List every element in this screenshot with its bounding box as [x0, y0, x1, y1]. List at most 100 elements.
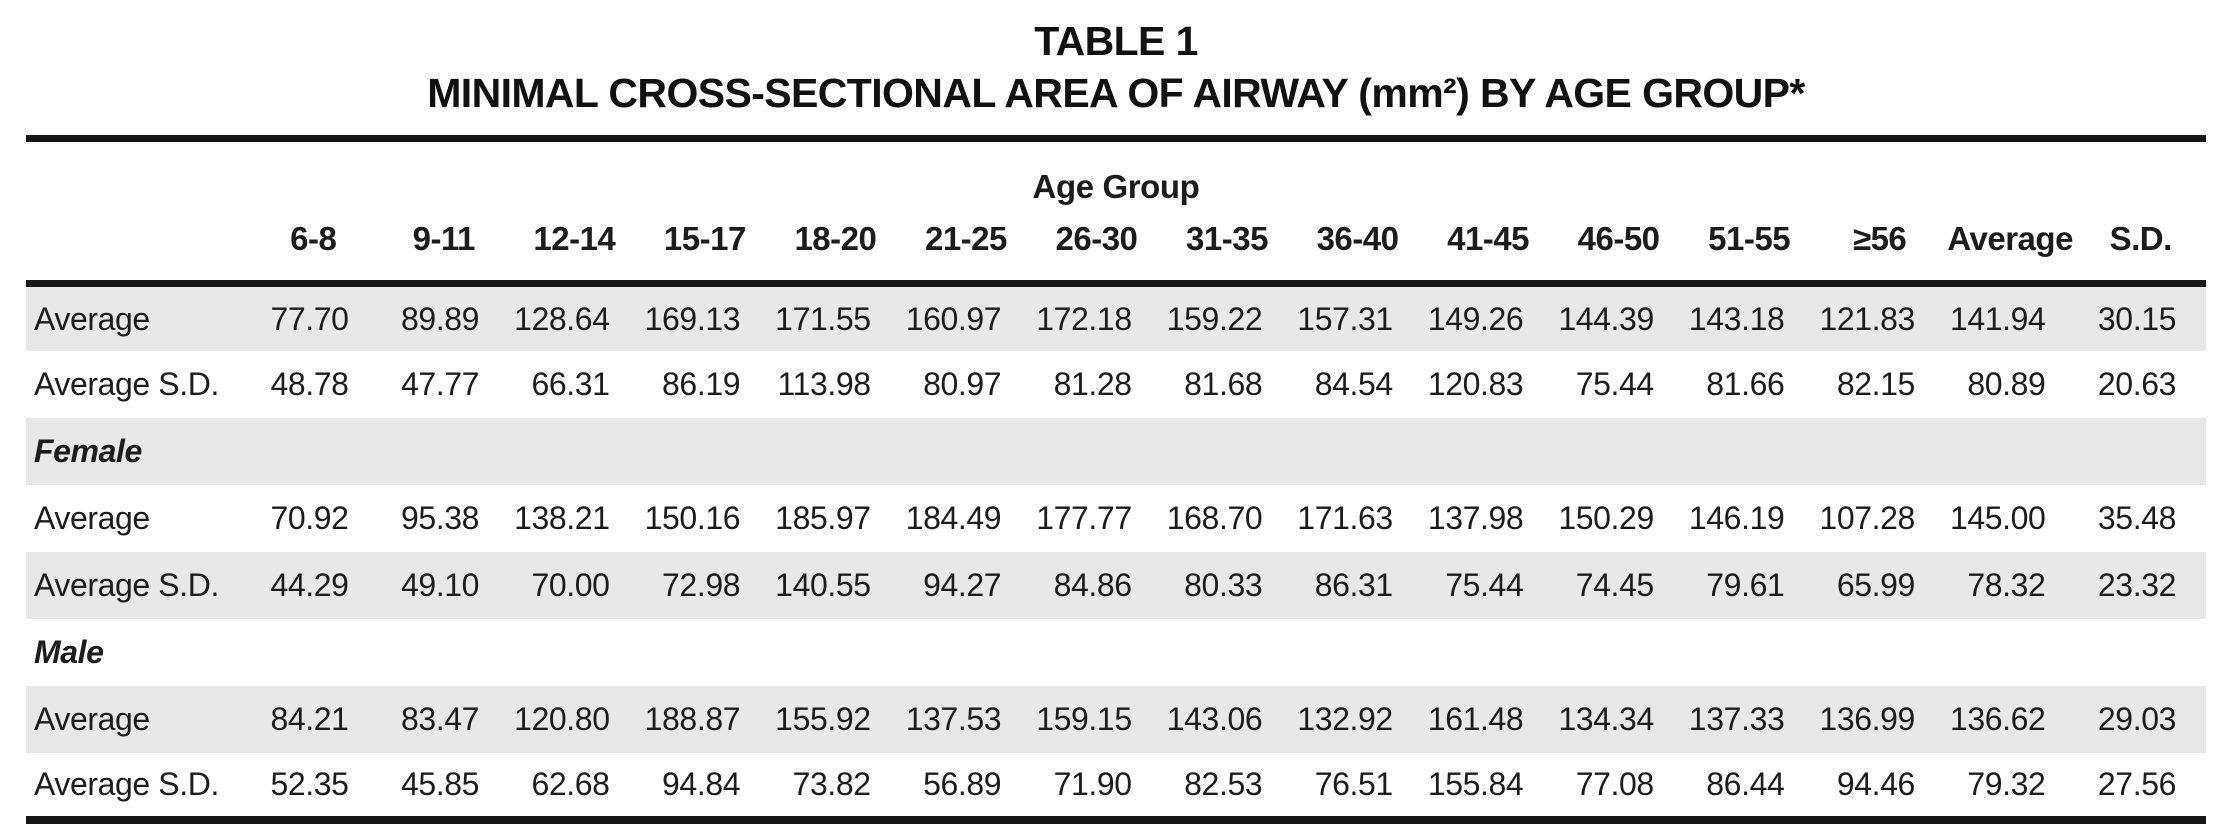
data-cell: 71.90	[1031, 752, 1162, 824]
row-label: Average	[34, 300, 150, 337]
data-cell: 35.48	[2097, 499, 2176, 536]
row-label: Average S.D.	[26, 752, 248, 824]
data-cell: 80.97	[923, 365, 1002, 402]
row-label: Average	[34, 700, 150, 737]
column-header: 15-17	[639, 210, 771, 288]
data-cell: 171.63	[1297, 499, 1393, 536]
data-cell: 168.70	[1166, 499, 1263, 536]
column-header: 26-30	[1031, 210, 1162, 288]
data-cell: 77.70	[270, 300, 349, 337]
data-table: Age Group 6-8 9-11 12-14 15-17 18-20 21-25 26-…	[26, 142, 2206, 824]
column-header: 51-55	[1683, 210, 1815, 288]
table-title-block: TABLE 1 MINIMAL CROSS-SECTIONAL AREA OF …	[26, 14, 2206, 119]
data-cell: 89.89	[400, 300, 480, 337]
row-label: Average S.D.	[34, 365, 219, 402]
data-cell: 136.99	[1819, 700, 1915, 737]
data-cell: 65.99	[1836, 566, 1915, 603]
data-cell: 184.49	[905, 499, 1002, 536]
data-cell: 137.33	[1688, 700, 1785, 737]
data-cell: 75.44	[1445, 566, 1524, 603]
data-cell: 81.66	[1706, 365, 1785, 402]
column-header-row: 6-8 9-11 12-14 15-17 18-20 21-25 26-30 31-35 36-…	[26, 210, 2206, 288]
data-cell: 113.98	[777, 365, 872, 402]
data-cell: 73.82	[770, 752, 901, 824]
data-cell: 30.15	[2097, 300, 2176, 337]
column-header: ≥56	[1814, 210, 1945, 288]
data-cell: 74.45	[1575, 566, 1654, 603]
column-header: 6-8	[248, 210, 379, 288]
data-cell: 86.31	[1314, 566, 1393, 603]
table-header: Age Group 6-8 9-11 12-14 15-17 18-20 21-25 26-…	[26, 142, 2206, 288]
data-cell: 128.64	[514, 300, 610, 337]
column-header: 18-20	[770, 210, 901, 288]
data-cell: 76.51	[1292, 752, 1423, 824]
data-cell: 86.19	[662, 365, 741, 402]
data-cell: 81.68	[1184, 365, 1263, 402]
data-cell: 66.31	[531, 365, 610, 402]
table-row: Average S.D. 44.29 49.10 70.00 72.98 140.55 94…	[26, 551, 2206, 619]
data-cell: 157.31	[1297, 300, 1393, 337]
data-cell: 134.34	[1558, 700, 1654, 737]
data-cell: 144.39	[1558, 300, 1654, 337]
data-cell: 150.29	[1558, 499, 1654, 536]
data-cell: 188.87	[644, 700, 741, 737]
data-cell: 146.19	[1688, 499, 1785, 536]
data-cell: 138.21	[514, 499, 610, 536]
data-cell: 140.55	[775, 566, 871, 603]
data-cell: 80.33	[1184, 566, 1263, 603]
data-cell: 86.44	[1683, 752, 1815, 824]
data-cell: 149.26	[1427, 300, 1524, 337]
data-cell: 75.44	[1575, 365, 1654, 402]
data-cell: 94.84	[639, 752, 771, 824]
data-cell: 77.08	[1553, 752, 1684, 824]
data-cell: 79.32	[1944, 752, 2076, 824]
data-cell: 155.92	[775, 700, 871, 737]
data-cell: 83.47	[400, 700, 480, 737]
data-cell: 121.83	[1819, 300, 1915, 337]
data-cell: 27.56	[2075, 752, 2206, 824]
data-cell: 107.28	[1819, 499, 1915, 536]
data-cell: 62.68	[509, 752, 640, 824]
section-label: Male	[34, 633, 104, 670]
data-cell: 20.63	[2097, 365, 2176, 402]
data-cell: 84.54	[1314, 365, 1393, 402]
data-cell: 48.78	[270, 365, 349, 402]
data-cell: 56.89	[900, 752, 1032, 824]
data-cell: 137.98	[1427, 499, 1524, 536]
section-row: Male	[26, 619, 2206, 686]
table-body: Average 77.70 89.89 128.64 169.13 171.55 160.9…	[26, 283, 2206, 824]
column-header: 9-11	[378, 210, 510, 288]
data-cell: 171.55	[775, 300, 871, 337]
table-row: Average S.D. 48.78 47.77 66.31 86.19 113.98 80…	[26, 351, 2206, 418]
data-cell: 78.32	[1967, 566, 2046, 603]
data-cell: 159.22	[1166, 300, 1263, 337]
data-cell: 94.46	[1814, 752, 1945, 824]
data-cell: 49.10	[400, 566, 480, 603]
data-cell: 169.13	[644, 300, 741, 337]
table-row: Average S.D. 52.35 45.85 62.68 94.84 73.82 56.…	[26, 752, 2206, 824]
data-cell: 44.29	[270, 566, 349, 603]
data-cell: 82.53	[1161, 752, 1293, 824]
data-cell: 52.35	[248, 752, 379, 824]
table-row: Average 84.21 83.47 120.80 188.87 155.92 137.5…	[26, 685, 2206, 753]
data-cell: 155.84	[1422, 752, 1554, 824]
column-header: 46-50	[1553, 210, 1684, 288]
data-cell: 132.92	[1297, 700, 1393, 737]
data-cell: 120.80	[514, 700, 610, 737]
data-cell: 72.98	[662, 566, 741, 603]
data-cell: 82.15	[1836, 365, 1915, 402]
data-cell: 95.38	[400, 499, 480, 536]
data-cell: 161.48	[1427, 700, 1524, 737]
column-header: Average	[1944, 210, 2076, 288]
section-label: Female	[34, 432, 142, 469]
data-cell: 94.27	[923, 566, 1002, 603]
age-group-header: Age Group	[1032, 168, 1200, 206]
data-cell: 172.18	[1036, 300, 1132, 337]
column-header: 36-40	[1292, 210, 1423, 288]
data-cell: 159.15	[1036, 700, 1132, 737]
table-row: Average 70.92 95.38 138.21 150.16 185.97 184.4…	[26, 485, 2206, 552]
data-cell: 45.85	[378, 752, 510, 824]
section-row: Female	[26, 417, 2206, 485]
corner-cell	[26, 210, 248, 288]
